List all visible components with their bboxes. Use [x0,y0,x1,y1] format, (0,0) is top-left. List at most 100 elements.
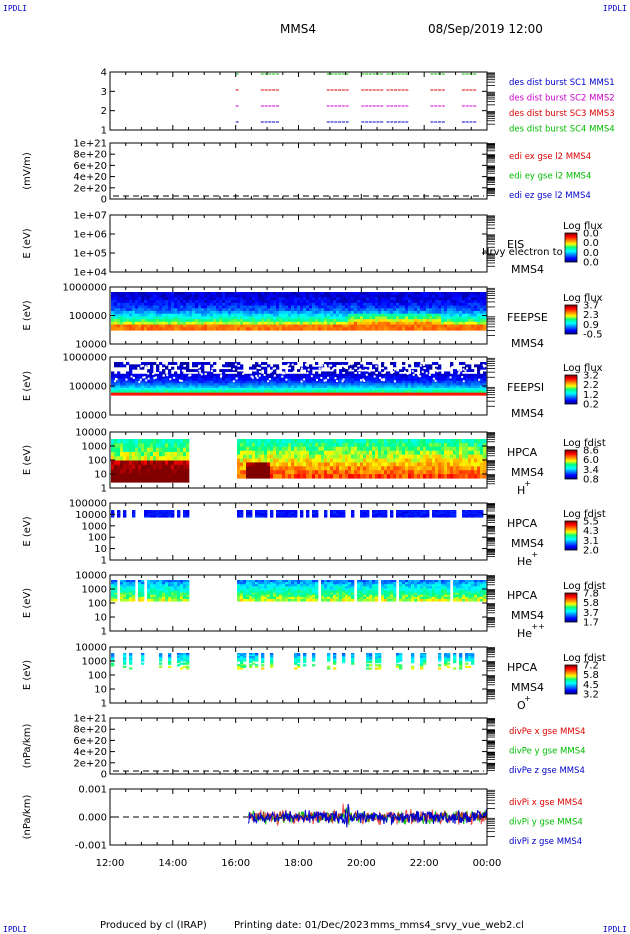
heatmap-cell [210,383,214,387]
heatmap-cell [201,366,205,370]
heatmap-cell [435,371,439,375]
heatmap-cell [300,294,304,299]
heatmap-cell [330,458,334,463]
heatmap-cell [225,300,229,304]
heatmap-cell [279,439,283,444]
heatmap-cell [414,311,418,315]
heatmap-cell [159,300,163,304]
heatmap-cell [426,305,430,309]
heatmap-cell [138,313,142,318]
heatmap-cell [240,387,244,391]
heatmap-cell [141,305,145,309]
heatmap-cell [132,392,136,396]
heatmap-cell [399,324,403,328]
heatmap-cell [258,300,262,304]
heatmap-cell [288,362,292,365]
heatmap-cell [294,308,298,312]
heatmap-cell [222,319,226,323]
heatmap-cell [414,308,418,312]
heatmap-gap [338,366,341,369]
heatmap-cell [372,308,376,312]
heatmap-cell [402,458,406,463]
heatmap-cell [252,371,256,375]
heatmap-cell [441,450,445,456]
heatmap-cell [363,308,367,312]
heatmap-cell [177,297,181,301]
heatmap-cell [342,362,346,365]
heatmap-cell [195,294,199,299]
heatmap-cell [363,387,367,391]
heatmap-cell [213,369,217,373]
heatmap-cell [138,373,142,377]
heatmap-cell [150,313,154,318]
heatmap-cell [330,450,334,456]
heatmap-cell [222,383,226,387]
heatmap-cell [369,308,373,312]
heatmap-cell [423,442,427,448]
heatmap-cell [123,364,127,368]
heatmap-cell [237,378,241,382]
heatmap-cell [462,439,466,444]
heatmap-cell [417,297,421,301]
heatmap-cell [252,383,256,387]
heatmap-cell [345,313,349,318]
heatmap-gap [380,378,383,381]
heatmap-cell [333,305,337,309]
heatmap-cell [306,294,310,299]
heatmap-cell [303,458,307,463]
heatmap-cell [279,316,283,320]
heatmap-cell [252,390,256,394]
heatmap-cell [264,373,268,377]
heatmap-cell [237,466,241,471]
heatmap-cell [237,458,241,463]
heatmap-cell [468,302,472,307]
y-tick-label: 10000 [75,340,107,351]
heatmap-cell [438,474,442,479]
heatmap-cell [339,446,343,452]
heatmap-cell [393,292,397,296]
heatmap-cell [156,473,160,479]
heatmap-cell [375,311,379,315]
heatmap-cell [138,460,142,466]
heatmap-cell [318,305,322,309]
heatmap-cell [300,458,304,463]
heatmap-cell [300,446,304,452]
heatmap-cell [288,450,292,456]
heatmap-cell [285,446,289,452]
heatmap-cell [468,387,472,391]
heatmap-cell [237,362,241,365]
heatmap-cell [342,466,346,471]
heatmap-cell [312,442,316,448]
heatmap-cell [120,300,124,304]
heatmap-cell [306,302,310,307]
heatmap-cell [432,308,436,312]
heatmap-cell [126,447,130,453]
heatmap-cell [228,294,232,299]
heatmap-cell [144,324,148,328]
heatmap-cell [336,319,340,323]
heatmap-cell [345,362,349,365]
heatmap-cell [264,292,268,296]
heatmap-cell [438,297,442,301]
heatmap-cell [276,450,280,456]
heatmap-cell [354,292,358,296]
heatmap-cell [192,311,196,315]
heatmap-cell [117,313,121,318]
heatmap-cell [267,474,271,479]
heatmap-cell [303,454,307,460]
heatmap-cell [246,383,250,387]
heatmap-cell [402,383,406,387]
heatmap-cell [120,390,124,394]
heatmap-cell [429,390,433,394]
heatmap-cell [321,371,325,375]
heatmap-cell [150,469,154,474]
heatmap-cell [471,327,475,331]
heatmap-cell [240,292,244,296]
heatmap-cell [147,369,151,373]
heatmap-cell [339,454,343,460]
heatmap-cell [390,458,394,463]
heatmap-cell [324,458,328,463]
heatmap-gap [307,368,310,371]
heatmap-cell [366,474,370,479]
